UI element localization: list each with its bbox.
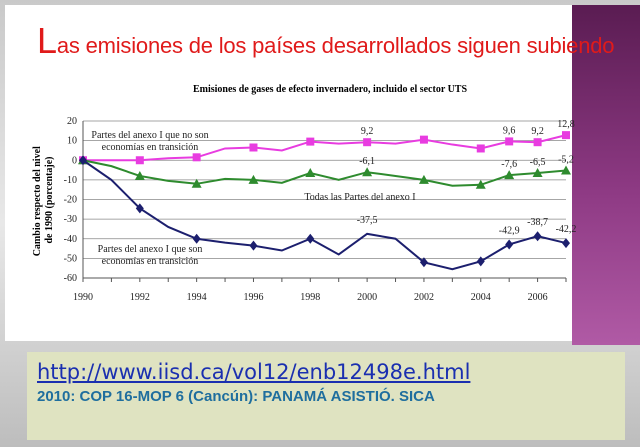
data-point-square: [249, 143, 258, 152]
data-point-triangle: [191, 178, 202, 188]
x-tick-label: 2006: [528, 292, 548, 303]
x-tick-label: 1994: [187, 292, 207, 303]
data-label: -7,6: [501, 159, 517, 170]
data-point-triangle: [362, 167, 373, 177]
data-label: 12,8: [557, 119, 575, 130]
data-point-triangle: [561, 165, 571, 175]
data-point-square: [419, 135, 428, 144]
data-label: -42,9: [499, 225, 520, 236]
note-text: 2010: COP 16-MOP 6 (Cancún): PANAMÁ ASIS…: [37, 388, 435, 405]
x-tick-label: 1996: [243, 292, 263, 303]
data-point-triangle: [248, 174, 259, 184]
data-label: -5,2: [558, 154, 574, 165]
y-tick-label: 20: [67, 116, 77, 127]
data-point-diamond: [419, 257, 428, 268]
series-line: [82, 159, 567, 271]
data-label: 9,2: [531, 126, 544, 137]
x-tick-label: 2000: [357, 292, 377, 303]
slide-title: Las emisiones de los países desarrollado…: [37, 20, 615, 62]
data-label: -6,1: [359, 156, 375, 167]
data-label: -6,5: [530, 157, 546, 168]
data-point-square: [306, 137, 315, 146]
data-label: -42,2: [556, 224, 577, 235]
x-tick-label: 1998: [300, 292, 320, 303]
data-point-diamond: [505, 239, 514, 250]
source-link[interactable]: http://www.iisd.ca/vol12/enb12498e.html: [37, 360, 471, 384]
data-label: -37,5: [357, 215, 378, 226]
y-axis-label-line1: Cambio respecto del nivel: [32, 146, 43, 256]
series-annotation: economías en transición: [102, 142, 199, 153]
x-tick-label: 1992: [130, 292, 150, 303]
data-point-diamond: [79, 155, 87, 166]
data-point-square: [505, 137, 514, 146]
y-tick-label: -60: [64, 273, 77, 284]
y-axis-label-line2: de 1990 (porcentaje): [44, 156, 55, 243]
data-point-square: [135, 156, 144, 165]
x-tick-label: 2002: [414, 292, 434, 303]
y-tick-label: -50: [64, 253, 77, 264]
data-point-diamond: [192, 233, 201, 244]
data-point-diamond: [476, 256, 485, 267]
series-line: [83, 134, 567, 162]
data-point-triangle: [418, 174, 429, 184]
data-point-triangle: [504, 170, 515, 180]
data-point-triangle: [305, 168, 316, 178]
y-tick-label: -10: [64, 175, 77, 186]
title-initial: L: [37, 20, 57, 61]
data-label: 9,2: [361, 126, 374, 137]
data-point-square: [476, 144, 485, 153]
data-point-diamond: [135, 203, 144, 214]
series-annotation: economías en transición: [102, 256, 199, 267]
series-annotation: Todas las Partes del anexo I: [304, 192, 415, 203]
x-tick-label: 1990: [73, 292, 93, 303]
slide-panel: [5, 5, 572, 341]
data-point-square: [192, 153, 201, 162]
series-annotation: Partes del anexo I que no son: [91, 130, 208, 141]
data-point-diamond: [306, 233, 315, 244]
data-point-diamond: [533, 231, 542, 242]
data-point-triangle: [134, 170, 145, 180]
data-point-diamond: [249, 240, 258, 251]
chart-title: Emisiones de gases de efecto invernadero…: [193, 84, 467, 95]
y-tick-label: -20: [64, 195, 77, 206]
series-line: [82, 159, 567, 187]
title-text: as emisiones de los países desarrollados…: [56, 33, 615, 58]
data-point-triangle: [532, 168, 543, 178]
x-tick-label: 2004: [471, 292, 491, 303]
series-annotation: Partes del anexo I que son: [98, 244, 203, 255]
accent-bar: [572, 5, 640, 345]
note-box: http://www.iisd.ca/vol12/enb12498e.html …: [27, 352, 625, 440]
data-label: 9,6: [503, 125, 516, 136]
y-tick-label: -30: [64, 214, 77, 225]
y-tick-label: -40: [64, 234, 77, 245]
data-point-triangle: [475, 179, 486, 189]
y-tick-label: 0: [72, 155, 77, 166]
data-point-square: [533, 138, 542, 147]
y-tick-label: 10: [67, 136, 77, 147]
data-point-square: [363, 138, 372, 147]
y-axis-label: Cambio respecto del nivel de 1990 (porce…: [32, 144, 55, 257]
data-point-diamond: [562, 238, 570, 249]
data-point-square: [562, 131, 570, 140]
data-label: -38,7: [527, 217, 548, 228]
